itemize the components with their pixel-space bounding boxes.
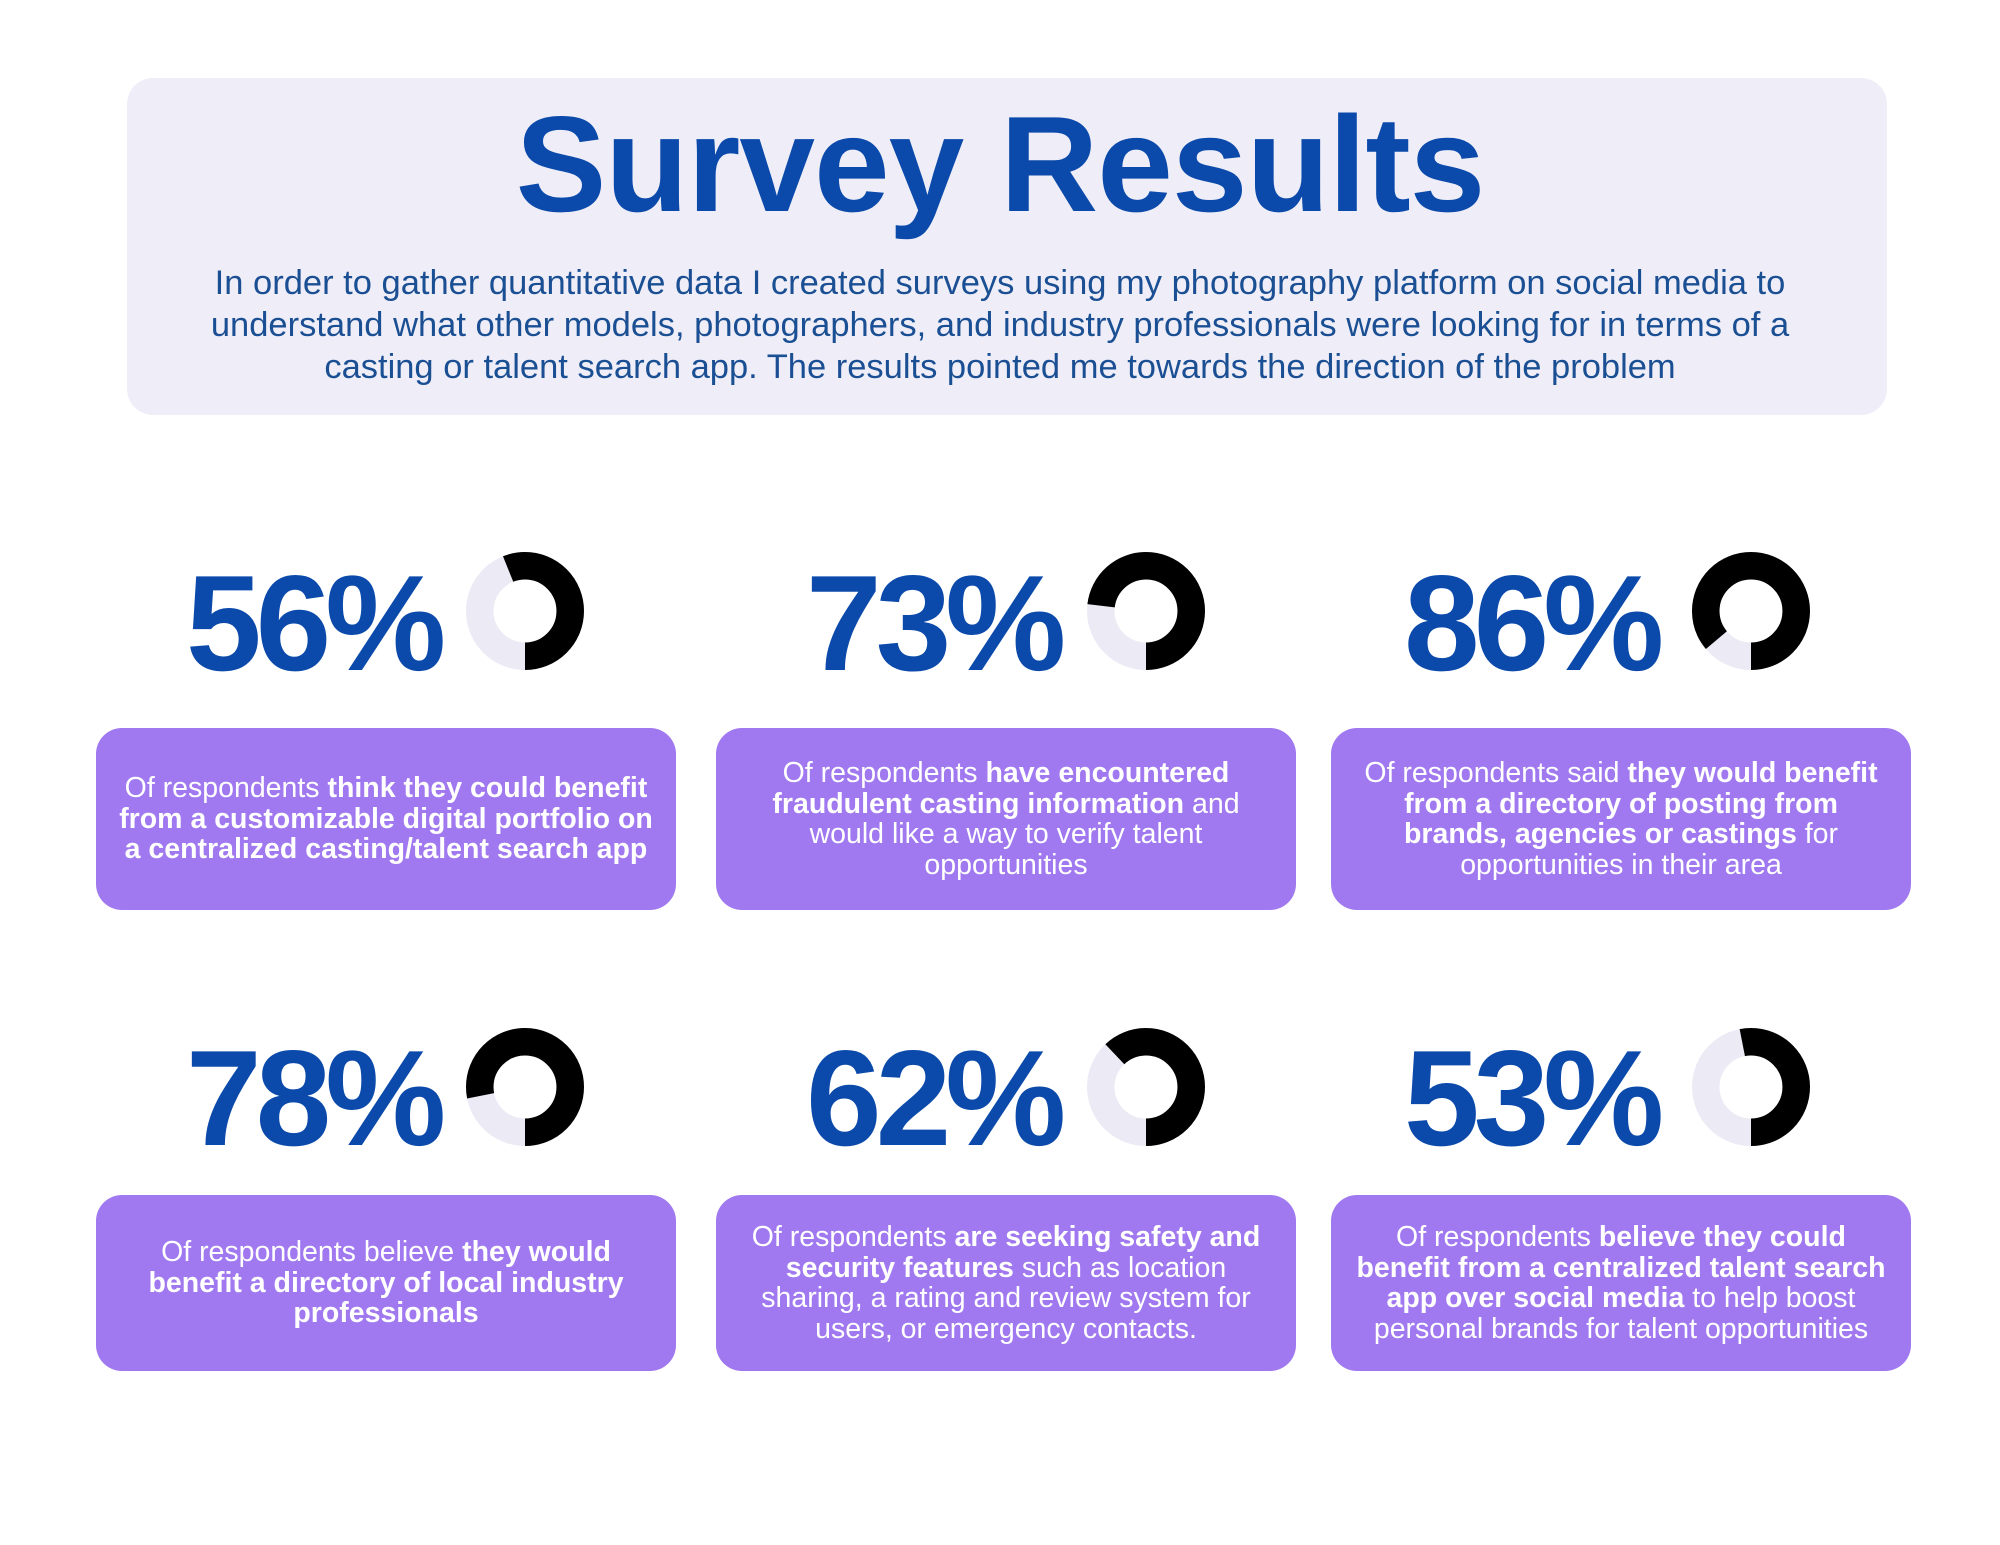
stat-percentage: 86% bbox=[1404, 547, 1664, 699]
description-text: Of respondents bbox=[751, 1221, 955, 1253]
stat-description-card: Of respondents have encountered fraudule… bbox=[716, 728, 1296, 910]
stat-description-card: Of respondents are seeking safety and se… bbox=[716, 1195, 1296, 1371]
stat-description: Of respondents said they would benefit f… bbox=[1351, 758, 1891, 880]
donut-chart bbox=[466, 552, 584, 670]
header-panel bbox=[127, 78, 1887, 415]
description-bold: are seeking safety and security features bbox=[785, 1221, 1261, 1284]
donut-chart bbox=[466, 1028, 584, 1146]
stat-description-card: Of respondents believe they could benefi… bbox=[1331, 1195, 1911, 1371]
description-text: Of respondents said bbox=[1364, 757, 1628, 789]
stat-description-card: Of respondents think they could benefit … bbox=[96, 728, 676, 910]
description-text: such as location sharing, a rating and r… bbox=[761, 1251, 1251, 1345]
description-bold: they would benefit from a directory of p… bbox=[1404, 757, 1878, 850]
description-text: Of respondents bbox=[124, 772, 328, 805]
description-bold: believe they could benefit from a centra… bbox=[1356, 1221, 1886, 1314]
stat-description-card: Of respondents believe they would benefi… bbox=[96, 1195, 676, 1371]
stat-description: Of respondents believe they could benefi… bbox=[1351, 1222, 1891, 1344]
stat-description-card: Of respondents said they would benefit f… bbox=[1331, 728, 1911, 910]
stat-description: Of respondents believe they would benefi… bbox=[116, 1237, 656, 1329]
donut-value-segment bbox=[466, 552, 584, 670]
stat-description: Of respondents are seeking safety and se… bbox=[736, 1222, 1276, 1344]
description-bold: think they could benefit from a customiz… bbox=[119, 772, 653, 866]
stat-description: Of respondents have encountered fraudule… bbox=[736, 758, 1276, 880]
donut-value-segment bbox=[466, 1028, 584, 1146]
description-text: to help boost personal brands for talent… bbox=[1373, 1282, 1869, 1345]
stat-percentage: 56% bbox=[186, 547, 446, 699]
donut-value-segment bbox=[1692, 552, 1810, 670]
page-title: Survey Results bbox=[515, 88, 1486, 240]
description-text: Of respondents bbox=[1396, 1221, 1599, 1253]
stat-percentage: 53% bbox=[1404, 1022, 1664, 1174]
stat-percentage: 73% bbox=[806, 547, 1066, 699]
description-text: and would like a way to verify talent op… bbox=[809, 787, 1240, 881]
donut-value-segment bbox=[1087, 1028, 1205, 1146]
donut-value-segment bbox=[1692, 1028, 1810, 1146]
description-bold: they would benefit a directory of local … bbox=[148, 1236, 624, 1330]
stat-percentage: 62% bbox=[806, 1022, 1066, 1174]
description-text: for opportunities in their area bbox=[1460, 818, 1838, 881]
donut-chart bbox=[1087, 552, 1205, 670]
description-bold: have encountered fraudulent casting info… bbox=[772, 757, 1230, 820]
stat-percentage: 78% bbox=[186, 1022, 446, 1174]
stat-description: Of respondents think they could benefit … bbox=[116, 773, 656, 865]
description-text: Of respondents believe bbox=[161, 1236, 463, 1269]
donut-chart bbox=[1692, 552, 1810, 670]
intro-text: In order to gather quantitative data I c… bbox=[210, 264, 1790, 386]
donut-value-segment bbox=[1087, 552, 1205, 670]
donut-chart bbox=[1692, 1028, 1810, 1146]
description-text: Of respondents bbox=[782, 757, 986, 789]
donut-chart bbox=[1087, 1028, 1205, 1146]
